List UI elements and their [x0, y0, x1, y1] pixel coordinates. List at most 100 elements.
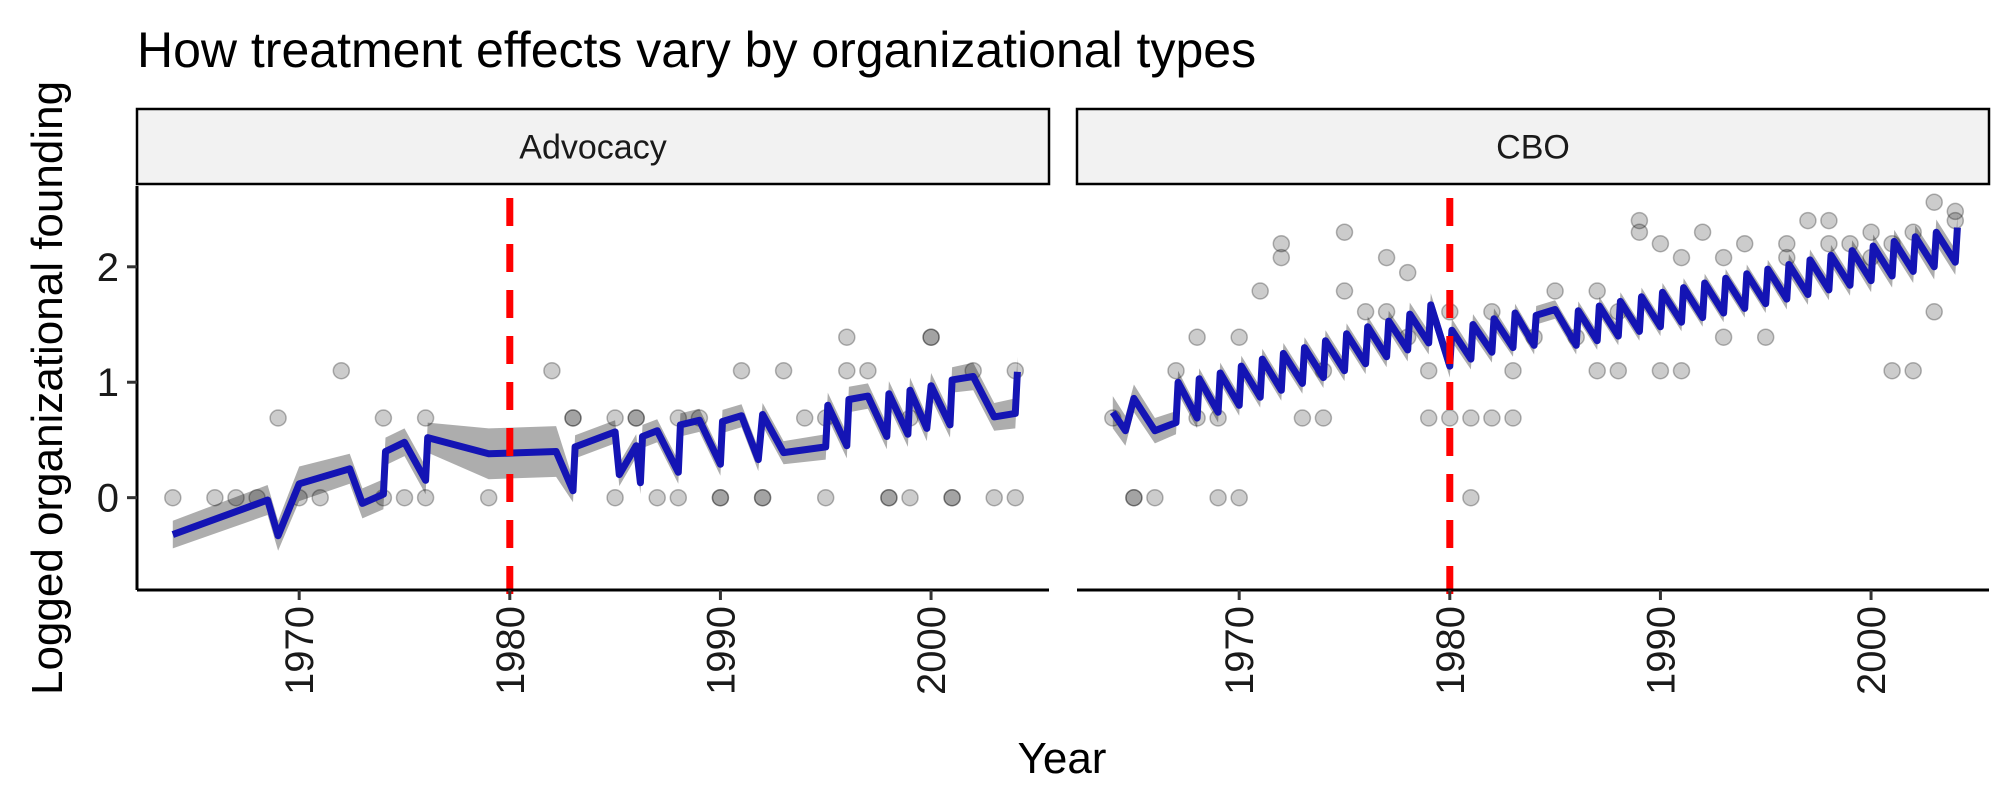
data-point	[1293, 409, 1312, 427]
data-point	[332, 361, 351, 380]
data-point	[1630, 223, 1649, 241]
data-point	[564, 409, 582, 427]
data-point	[311, 488, 329, 507]
data-point	[1946, 211, 1965, 230]
data-point	[880, 488, 898, 507]
y-tick-label: 2	[97, 246, 119, 290]
data-point	[1799, 211, 1817, 230]
data-point	[1146, 488, 1164, 507]
data-point	[374, 409, 393, 427]
data-point	[1188, 328, 1206, 346]
data-point	[1377, 303, 1396, 321]
data-point	[606, 409, 624, 427]
data-point	[1209, 488, 1227, 507]
data-point	[711, 488, 730, 507]
x-tick-label: 1990	[1639, 606, 1683, 695]
data-point	[1419, 361, 1438, 380]
data-point	[269, 409, 287, 427]
chart-title: How treatment effects vary by organizati…	[137, 22, 1256, 78]
data-point	[753, 488, 772, 507]
panel-advocacy: Advocacy 1970 1980 1990 2000 0 1 2	[97, 107, 1051, 695]
data-point	[564, 409, 582, 427]
x-tick-label: 1970	[1218, 606, 1262, 695]
confidence-band	[172, 356, 1018, 551]
data-point	[922, 328, 940, 346]
data-point	[1335, 282, 1354, 300]
data-point	[732, 361, 751, 380]
data-point	[838, 361, 856, 380]
data-point	[1756, 328, 1775, 346]
y-axis-title: Logged organizational founding	[23, 81, 72, 695]
data-point	[1820, 211, 1838, 230]
data-point	[1272, 248, 1291, 267]
data-point	[1735, 234, 1754, 253]
data-point	[1714, 248, 1733, 267]
data-point	[1651, 361, 1670, 380]
data-point	[1588, 361, 1606, 380]
data-point	[479, 488, 498, 507]
data-point	[985, 488, 1003, 507]
strip-label: CBO	[1496, 129, 1570, 167]
data-point	[1714, 328, 1733, 346]
data-point	[1230, 328, 1248, 346]
x-tick-label: 2000	[910, 606, 954, 695]
data-point	[901, 488, 919, 507]
y-tick-label: 0	[97, 477, 119, 521]
data-point	[395, 488, 414, 507]
x-tick-label: 1990	[699, 606, 743, 695]
data-point	[1609, 361, 1628, 380]
strip-label: Advocacy	[519, 129, 666, 167]
data-point	[943, 488, 961, 507]
x-tick-label: 1970	[278, 606, 322, 695]
data-point	[774, 361, 793, 380]
data-point	[1398, 263, 1417, 282]
data-point	[1693, 223, 1712, 241]
data-point	[711, 488, 730, 507]
data-point	[416, 409, 435, 427]
data-point	[1946, 202, 1965, 221]
data-point	[1672, 361, 1691, 380]
data-point	[1630, 211, 1649, 230]
data-point	[1377, 248, 1396, 267]
data-point	[1546, 282, 1564, 300]
data-point	[1483, 409, 1501, 427]
x-tick-label: 1980	[489, 606, 533, 695]
data-point	[1778, 234, 1796, 253]
data-point	[1925, 193, 1943, 211]
data-point	[1441, 409, 1459, 427]
data-point	[1356, 303, 1375, 321]
data-point	[1925, 303, 1943, 321]
data-point	[1504, 361, 1522, 380]
x-axis-title: Year	[1018, 734, 1107, 783]
data-point	[1272, 234, 1291, 253]
data-point	[227, 488, 245, 507]
data-point	[753, 488, 772, 507]
data-point	[1462, 488, 1480, 507]
data-point	[1462, 409, 1480, 427]
data-point	[1862, 223, 1880, 241]
x-tick-label: 1980	[1429, 606, 1473, 695]
data-point	[1167, 361, 1185, 380]
data-point	[1125, 488, 1143, 507]
data-point	[648, 488, 666, 507]
data-point	[859, 361, 877, 380]
data-point	[1251, 282, 1269, 300]
data-point	[627, 409, 645, 427]
data-point	[206, 488, 224, 507]
data-point	[1314, 409, 1333, 427]
data-point	[669, 488, 688, 507]
fit-line	[171, 371, 1021, 540]
data-point	[1419, 409, 1438, 427]
data-point	[1651, 234, 1670, 253]
strip-background	[1075, 107, 1991, 186]
data-point	[164, 488, 182, 507]
data-point	[880, 488, 898, 507]
data-point	[838, 328, 856, 346]
data-point	[1006, 488, 1025, 507]
data-point	[606, 488, 624, 507]
data-point	[416, 488, 435, 507]
data-point	[816, 488, 835, 507]
panel-cbo: CBO 1970 1980 1990 2000	[1075, 107, 1991, 695]
x-tick-label: 2000	[1850, 606, 1894, 695]
